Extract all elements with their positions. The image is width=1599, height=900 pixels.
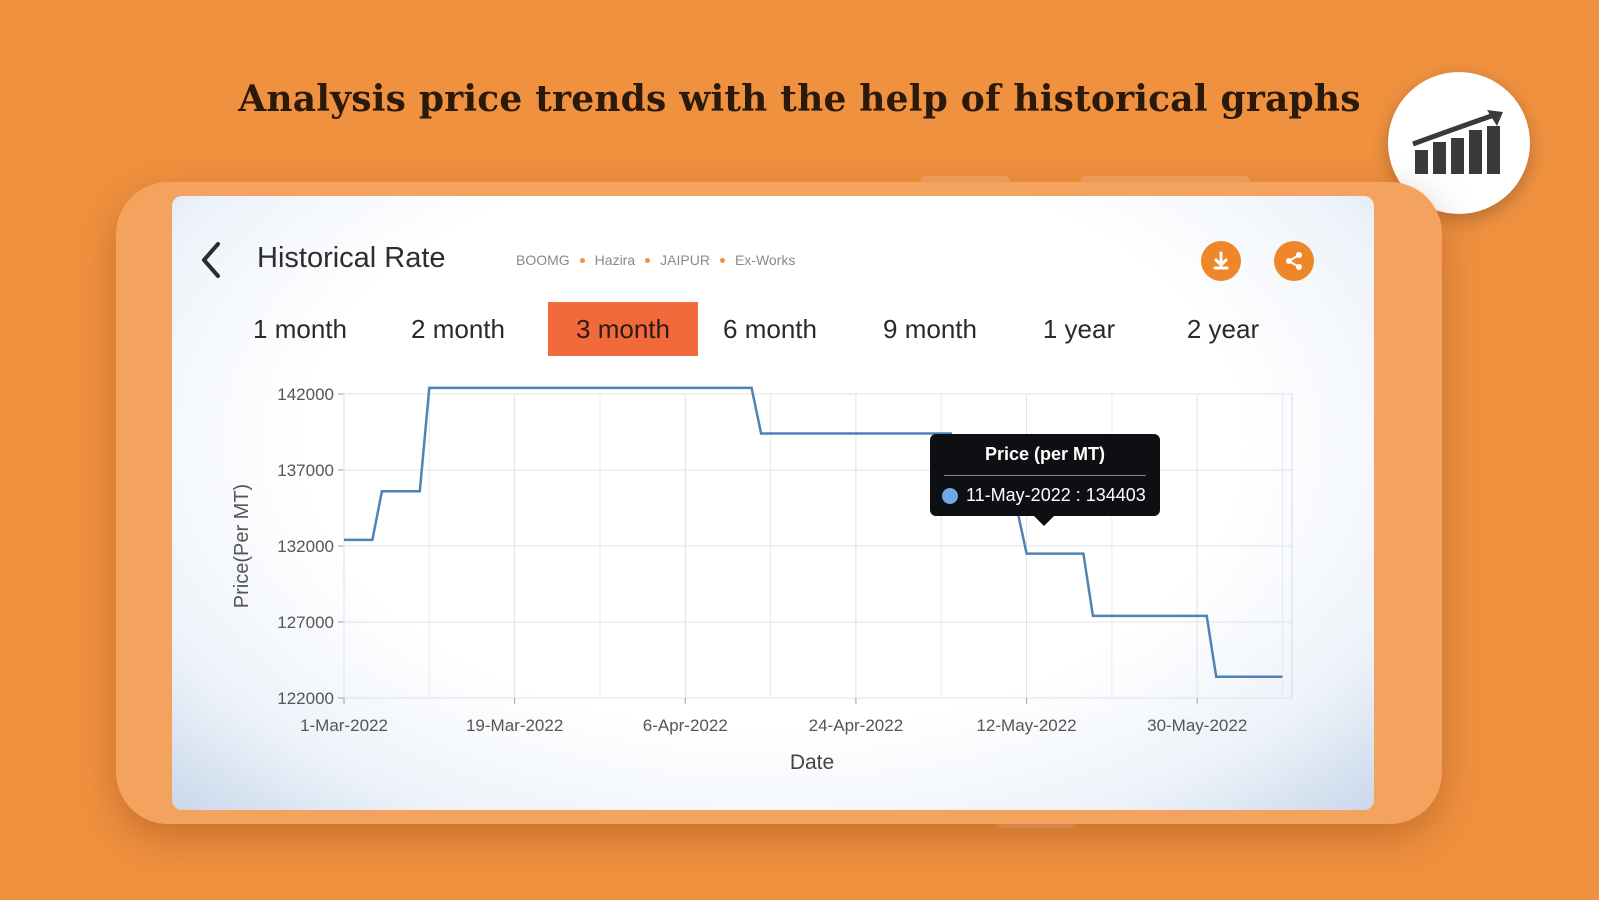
share-icon	[1286, 252, 1302, 270]
download-icon	[1213, 251, 1229, 270]
tooltip-title: Price (per MT)	[984, 444, 1106, 464]
x-tick-label: 30-May-2022	[1147, 716, 1247, 735]
x-tick-label: 24-Apr-2022	[809, 716, 904, 735]
download-button[interactable]	[1201, 241, 1241, 281]
bar-chart-growth-icon	[1412, 110, 1503, 174]
tab-1-month[interactable]: 1 month	[253, 314, 347, 344]
y-tick-label: 122000	[277, 689, 334, 708]
y-tick-label: 137000	[277, 461, 334, 480]
chevron-left-icon	[202, 242, 220, 278]
y-tick-label: 127000	[277, 613, 334, 632]
breadcrumb-product: BOOMG	[516, 252, 570, 268]
tab-3-month[interactable]: 3 month	[548, 302, 698, 356]
x-tick-label: 1-Mar-2022	[300, 716, 388, 735]
tab-2-year[interactable]: 2 year	[1186, 314, 1260, 344]
breadcrumb: BOOMG Hazira JAIPUR Ex-Works	[516, 252, 795, 268]
y-axis-title: Price(Per MT)	[231, 484, 253, 608]
y-tick-label: 142000	[277, 385, 334, 404]
tooltip-separator	[944, 475, 1146, 476]
breadcrumb-plant: Hazira	[594, 252, 636, 268]
headline: Analysis price trends with the help of h…	[238, 78, 1361, 120]
tab-2-month[interactable]: 2 month	[411, 314, 505, 344]
price-chart: 122000 127000 132000 137000 142000 1-Mar-2022…	[231, 385, 1293, 774]
phone-button-top-2	[1080, 176, 1250, 186]
tooltip-series-marker	[942, 488, 958, 504]
breadcrumb-separator	[645, 257, 651, 263]
breadcrumb-terms: Ex-Works	[734, 252, 796, 268]
breadcrumb-separator	[719, 257, 725, 263]
x-axis-title: Date	[790, 751, 834, 774]
tooltip-value: 11-May-2022 : 134403	[966, 485, 1146, 505]
breadcrumb-city: JAIPUR	[660, 252, 710, 268]
tab-1-year[interactable]: 1 year	[1042, 314, 1116, 344]
tab-9-month[interactable]: 9 month	[883, 314, 977, 344]
tab-6-month[interactable]: 6 month	[723, 314, 817, 344]
x-tick-label: 19-Mar-2022	[466, 716, 563, 735]
price-series-line	[344, 386, 1283, 678]
y-tick-label: 132000	[277, 537, 334, 556]
back-button[interactable]	[196, 240, 226, 280]
x-tick-label: 12-May-2022	[976, 716, 1076, 735]
share-button[interactable]	[1274, 241, 1314, 281]
breadcrumb-separator	[579, 257, 585, 263]
x-tick-label: 6-Apr-2022	[643, 716, 728, 735]
chart-tooltip: Price (per MT) 11-May-2022 : 134403	[930, 434, 1160, 526]
app-screen: Historical Rate BOOMG Hazira JAIPUR Ex-W…	[172, 196, 1374, 810]
phone-button-top	[920, 176, 1010, 186]
page-title: Historical Rate	[257, 242, 446, 274]
